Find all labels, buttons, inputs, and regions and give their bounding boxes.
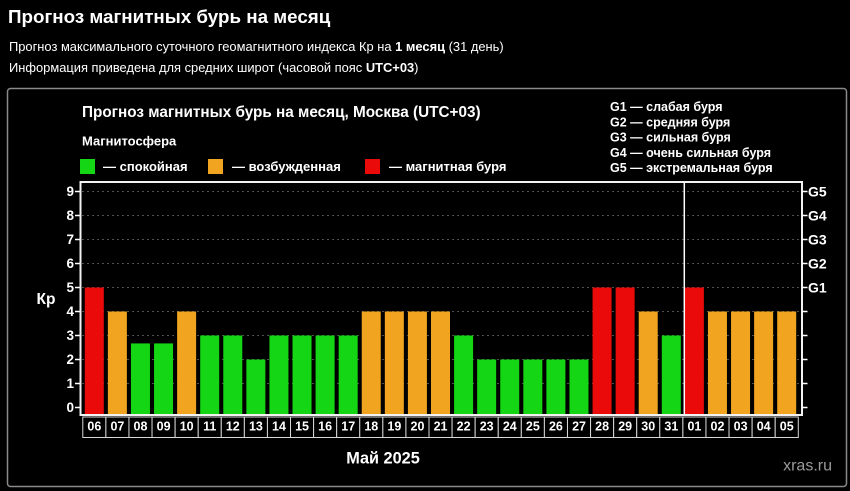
svg-text:9: 9 — [66, 184, 74, 199]
svg-text:25: 25 — [526, 420, 540, 434]
svg-text:21: 21 — [434, 420, 448, 434]
svg-text:24: 24 — [503, 420, 517, 434]
svg-text:09: 09 — [157, 420, 171, 434]
svg-text:G1 — слабая буря: G1 — слабая буря — [610, 100, 723, 114]
svg-text:20: 20 — [411, 420, 425, 434]
svg-text:26: 26 — [549, 420, 563, 434]
svg-text:08: 08 — [134, 420, 148, 434]
svg-text:2: 2 — [66, 352, 74, 367]
svg-text:G4: G4 — [808, 208, 827, 224]
svg-text:12: 12 — [226, 420, 240, 434]
svg-text:10: 10 — [180, 420, 194, 434]
svg-text:13: 13 — [249, 420, 263, 434]
svg-text:03: 03 — [734, 420, 748, 434]
svg-text:07: 07 — [110, 420, 124, 434]
svg-text:3: 3 — [66, 328, 74, 343]
svg-text:— возбужденная: — возбужденная — [232, 159, 341, 174]
svg-text:27: 27 — [572, 420, 586, 434]
svg-text:xras.ru: xras.ru — [783, 458, 832, 475]
svg-text:14: 14 — [272, 420, 286, 434]
svg-text:G2: G2 — [808, 256, 827, 272]
svg-text:7: 7 — [66, 232, 74, 247]
svg-text:16: 16 — [318, 420, 332, 434]
svg-text:Май 2025: Май 2025 — [346, 450, 420, 468]
svg-text:30: 30 — [641, 420, 655, 434]
svg-text:8: 8 — [66, 208, 74, 223]
svg-text:0: 0 — [66, 400, 74, 415]
svg-text:4: 4 — [66, 304, 74, 319]
svg-text:29: 29 — [618, 420, 632, 434]
svg-text:G3: G3 — [808, 232, 827, 248]
svg-text:11: 11 — [203, 420, 216, 434]
svg-text:22: 22 — [457, 420, 471, 434]
svg-text:31: 31 — [664, 420, 678, 434]
svg-text:G3 — сильная буря: G3 — сильная буря — [610, 131, 731, 145]
svg-text:19: 19 — [387, 420, 401, 434]
svg-text:05: 05 — [780, 420, 794, 434]
svg-text:1: 1 — [66, 376, 74, 391]
svg-text:04: 04 — [757, 420, 771, 434]
svg-text:G1: G1 — [808, 280, 827, 296]
svg-text:15: 15 — [295, 420, 309, 434]
svg-text:G2 — средняя буря: G2 — средняя буря — [610, 115, 730, 129]
svg-text:Магнитосфера: Магнитосфера — [82, 134, 177, 149]
svg-text:G5: G5 — [808, 184, 827, 200]
svg-text:5: 5 — [66, 280, 74, 295]
svg-text:— спокойная: — спокойная — [103, 159, 188, 174]
svg-text:6: 6 — [66, 256, 74, 271]
svg-text:23: 23 — [480, 420, 494, 434]
svg-text:01: 01 — [687, 420, 701, 434]
svg-text:28: 28 — [595, 420, 609, 434]
svg-text:18: 18 — [364, 420, 378, 434]
svg-text:G5 — экстремальная буря: G5 — экстремальная буря — [610, 161, 773, 175]
svg-text:02: 02 — [711, 420, 725, 434]
svg-text:17: 17 — [341, 420, 355, 434]
svg-text:Кр: Кр — [37, 291, 56, 308]
svg-text:Прогноз магнитных бурь на меся: Прогноз магнитных бурь на месяц, Москва … — [82, 104, 481, 121]
svg-text:G4 — очень сильная буря: G4 — очень сильная буря — [610, 146, 771, 160]
svg-text:— магнитная буря: — магнитная буря — [389, 159, 506, 174]
svg-text:06: 06 — [87, 420, 101, 434]
